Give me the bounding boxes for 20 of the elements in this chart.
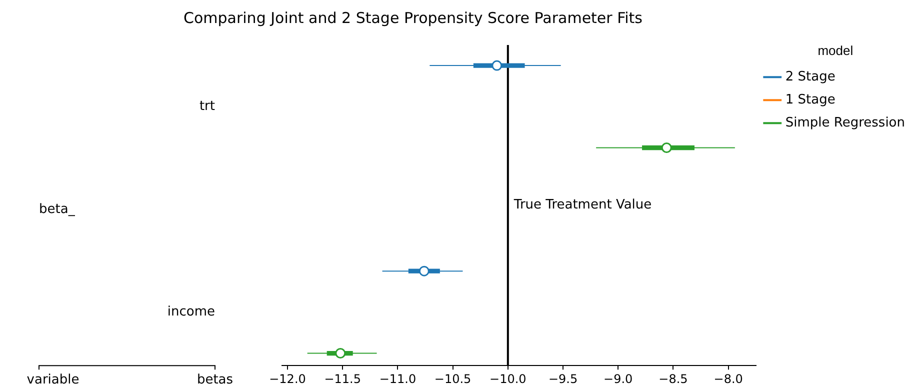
x-tick-label: −10.5 [434,372,472,386]
x-tick-label: −9.5 [548,372,578,386]
x-tick-label: −11.0 [379,372,416,386]
ref-line-label: True Treatment Value [512,198,652,213]
chart-title: Comparing Joint and 2 Stage Propensity Score Parameter Fits [182,9,644,27]
x-tick-label: −8.5 [658,372,688,386]
x-tick-label: −8.0 [714,372,743,386]
text: beta_ [39,202,76,217]
legend-label: 1 Stage [785,92,836,108]
y-tick-label: income [167,304,215,320]
x-tick-label: −10.0 [490,372,526,386]
legend-label: 2 Stage [785,69,836,84]
y-tick-label: trt [199,99,215,114]
x-tick-label: −11.5 [324,372,361,386]
x-tick-label: −9.0 [604,372,633,386]
legend-label: Simple Regression [785,115,906,130]
x-tick-label: −12.0 [269,372,306,386]
text: variable [26,372,80,388]
legend-title: model [818,43,854,58]
text: betas [196,372,234,388]
